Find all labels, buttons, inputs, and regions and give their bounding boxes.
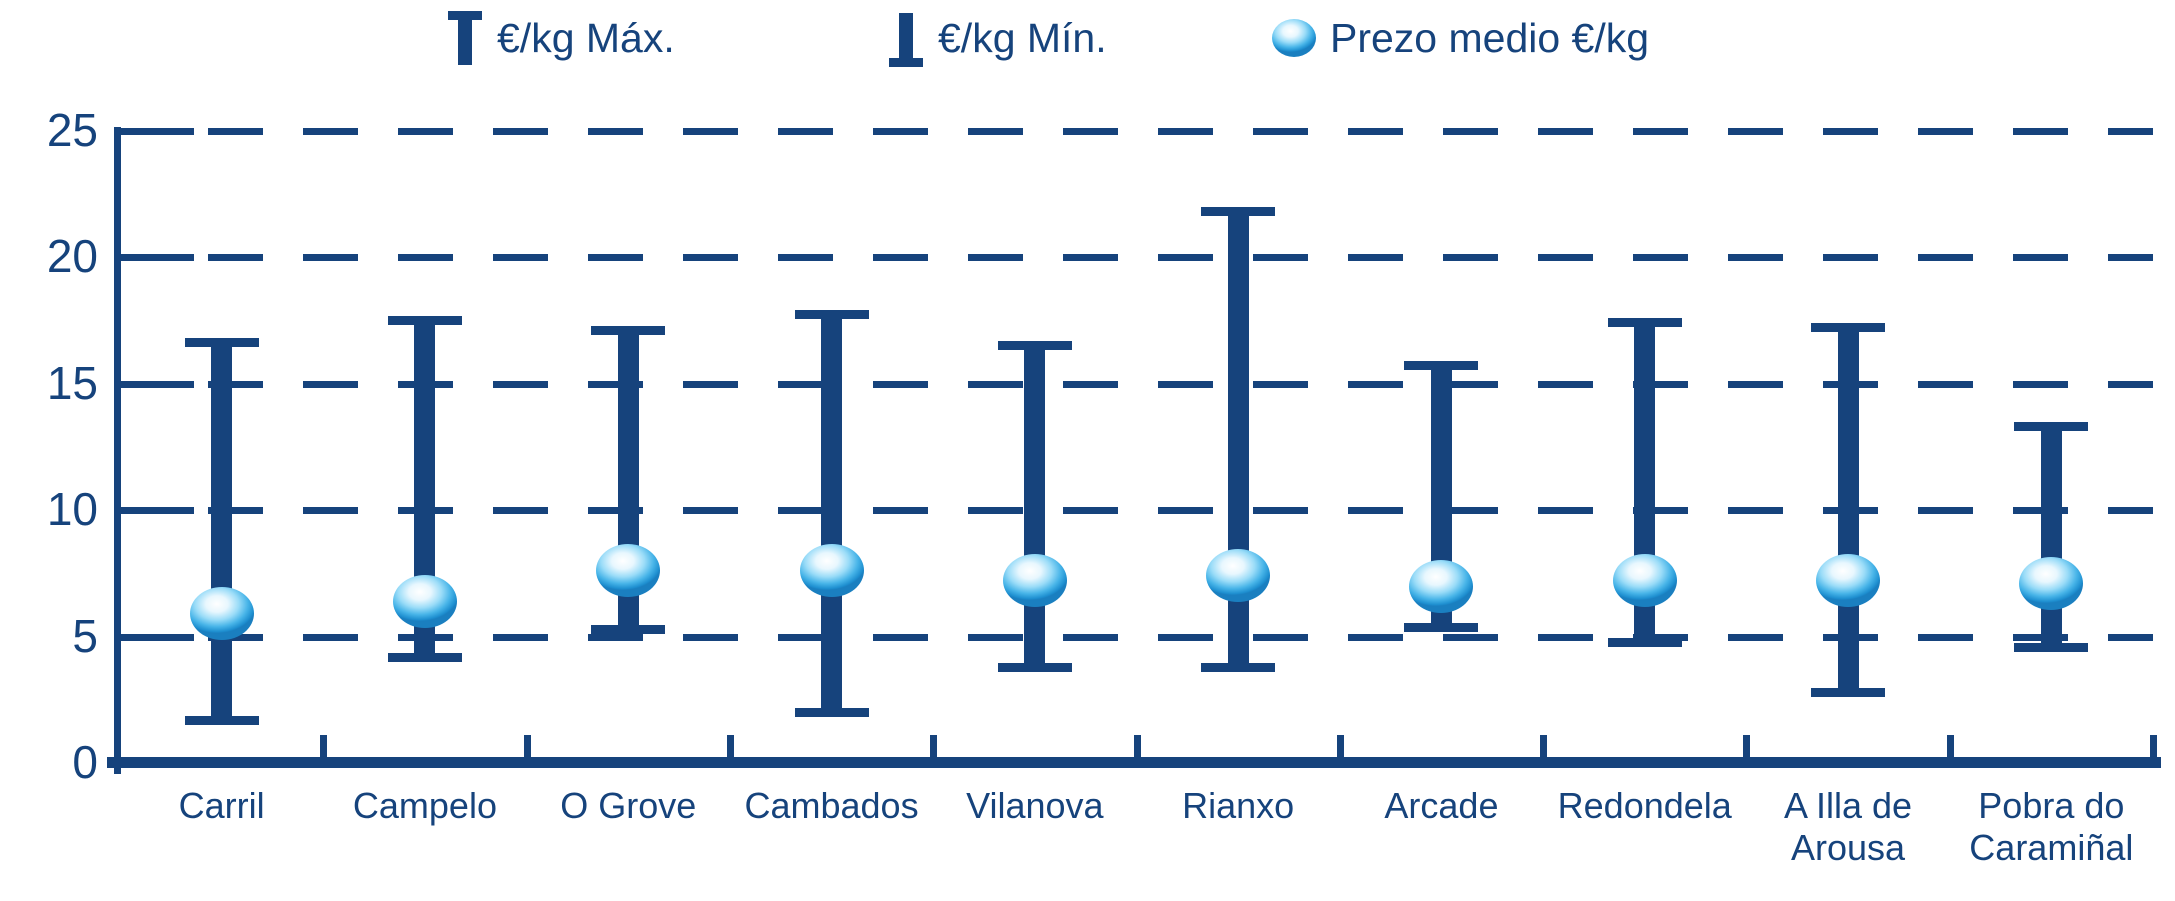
max-cap	[794, 310, 869, 320]
legend-label-min: €/kg Mín.	[938, 14, 1107, 61]
min-cap	[1607, 637, 1682, 647]
x-axis-category-label: Redondela	[1557, 785, 1732, 826]
x-axis-line	[107, 757, 2161, 768]
hilo-whisker-stem	[2040, 421, 2062, 652]
y-tick-mark	[120, 633, 194, 641]
y-axis-tick-label: 15	[46, 356, 98, 409]
y-axis-tick-label: 20	[46, 230, 98, 283]
x-axis-category-label: Cambados	[744, 785, 919, 826]
legend-item-min: €/kg Mín.	[888, 8, 1107, 68]
max-cap	[997, 340, 1072, 350]
legend-label-max: €/kg Máx.	[497, 14, 675, 61]
min-cap	[2014, 642, 2089, 652]
legend-item-max: €/kg Máx.	[447, 8, 675, 68]
max-cap	[387, 315, 462, 325]
max-cap	[1607, 318, 1682, 328]
min-cap	[1201, 662, 1276, 672]
max-whisker-icon	[447, 9, 483, 67]
mean-marker	[1816, 554, 1881, 608]
x-axis-category-label: A Illa de Arousa	[1783, 785, 1913, 869]
mean-marker	[1409, 559, 1474, 613]
hilo-whisker-stem	[211, 338, 233, 726]
max-cap	[1201, 206, 1276, 216]
mean-marker	[189, 587, 254, 641]
x-axis-category-label: Pobra do Caramiñal	[1969, 785, 2134, 869]
x-axis-category-label: Arcade	[1384, 785, 1499, 826]
category-boundary-tick	[726, 735, 734, 757]
category-boundary-tick	[2150, 735, 2157, 757]
y-tick-mark	[120, 507, 194, 515]
mean-sphere-icon	[1272, 19, 1316, 57]
max-cap	[1811, 323, 1886, 333]
category-boundary-tick	[523, 735, 531, 757]
y-axis-tick-label: 10	[46, 483, 98, 536]
mean-marker	[1206, 549, 1271, 603]
mean-marker	[596, 544, 661, 598]
x-axis-category-label: Carril	[178, 785, 265, 826]
x-axis-category-label: Vilanova	[966, 785, 1104, 826]
hilo-whisker-stem	[821, 310, 843, 718]
y-tick-mark	[120, 128, 194, 135]
min-cap	[1811, 688, 1886, 698]
max-cap	[184, 338, 259, 348]
min-cap	[794, 708, 869, 718]
min-cap	[591, 625, 666, 635]
mean-marker	[1002, 554, 1067, 608]
min-cap	[387, 652, 462, 662]
gridline	[208, 254, 2153, 262]
category-boundary-tick	[1336, 735, 1344, 757]
x-axis-category-label: Campelo	[352, 785, 497, 826]
legend-item-mean: Prezo medio €/kg	[1272, 8, 1649, 68]
hilo-whisker-stem	[1227, 206, 1249, 672]
category-boundary-tick	[1133, 735, 1141, 757]
category-boundary-tick	[1540, 735, 1548, 757]
max-cap	[1404, 361, 1479, 371]
min-cap	[997, 662, 1072, 672]
x-axis-category-label: O Grove	[560, 785, 697, 826]
legend-label-mean: Prezo medio €/kg	[1330, 14, 1650, 61]
mean-marker	[392, 574, 457, 628]
gridline	[208, 507, 2153, 515]
y-axis-tick-label: 5	[72, 609, 98, 662]
y-tick-mark	[120, 254, 194, 262]
chart-legend: €/kg Máx. €/kg Mín. Prezo medio €/kg	[0, 8, 2175, 68]
hilo-whisker-stem	[1024, 340, 1046, 672]
gridline	[208, 128, 2153, 135]
x-axis-category-label: Rianxo	[1182, 785, 1295, 826]
category-boundary-tick	[1946, 735, 1954, 757]
gridline	[208, 380, 2153, 388]
mean-marker	[1612, 554, 1677, 608]
min-whisker-icon	[888, 9, 924, 67]
y-tick-mark	[120, 380, 194, 388]
category-boundary-tick	[320, 735, 328, 757]
min-cap	[1404, 622, 1479, 632]
gridline	[208, 633, 2153, 641]
max-cap	[591, 325, 666, 335]
category-boundary-tick	[1743, 735, 1751, 757]
y-axis-line	[114, 127, 121, 774]
mean-marker	[799, 544, 864, 598]
y-axis-tick-label: 25	[46, 104, 98, 156]
y-axis-tick-label: 0	[72, 736, 98, 788]
category-boundary-tick	[930, 735, 938, 757]
min-cap	[184, 716, 259, 726]
hilo-whisker-stem	[1837, 323, 1859, 698]
mean-marker	[2019, 557, 2084, 610]
max-cap	[2014, 421, 2089, 431]
